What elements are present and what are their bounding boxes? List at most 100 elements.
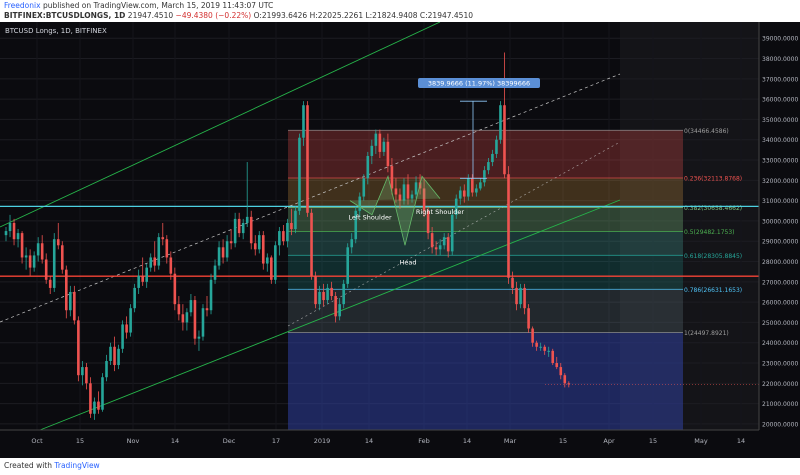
candle-body bbox=[430, 233, 434, 248]
candle-body bbox=[40, 243, 44, 260]
x-tick-label: Oct bbox=[31, 437, 43, 445]
candle-body bbox=[270, 257, 273, 280]
candle-body bbox=[4, 231, 8, 236]
candle-body bbox=[467, 178, 470, 197]
chart-title: BTCUSD Longs, 1D, BITFINEX bbox=[5, 27, 107, 35]
candles bbox=[4, 52, 571, 420]
candle-body bbox=[322, 291, 325, 301]
candle-body bbox=[221, 247, 225, 258]
price-chart[interactable]: 0(34466.4586) 0.236(32113.8768) 0.382(3065… bbox=[0, 21, 800, 458]
candle-body bbox=[523, 287, 526, 309]
candle-body bbox=[286, 222, 289, 242]
chart-panel[interactable]: 0(34466.4586) 0.236(32113.8768) 0.382(3065… bbox=[0, 21, 800, 458]
candle-body bbox=[422, 188, 426, 211]
candle-body bbox=[563, 375, 567, 384]
candle-body bbox=[189, 300, 193, 313]
candle-body bbox=[402, 184, 406, 201]
candle-body bbox=[52, 239, 56, 288]
x-tick-label: Dec bbox=[223, 437, 236, 445]
candle-body bbox=[73, 291, 76, 321]
candle-body bbox=[511, 277, 514, 288]
y-tick-label: 29000.0000 bbox=[762, 239, 798, 246]
annotations: 3839.9666 (11.97%) 38399666 Left Shoulder… bbox=[348, 78, 540, 267]
candle-body bbox=[378, 133, 382, 152]
candle-body bbox=[302, 105, 305, 138]
candle-body bbox=[117, 348, 120, 366]
x-tick-label: 14 bbox=[463, 437, 471, 445]
channel-lower-line bbox=[39, 199, 621, 431]
candle-body bbox=[185, 312, 189, 323]
candle-body bbox=[483, 170, 486, 183]
x-tick-label: Apr bbox=[603, 437, 615, 445]
candle-body bbox=[113, 346, 116, 366]
x-tick-label: 15 bbox=[559, 437, 567, 445]
candle-body bbox=[12, 222, 16, 240]
candle-body bbox=[495, 139, 498, 154]
candle-body bbox=[28, 255, 32, 268]
candle-body bbox=[326, 287, 329, 301]
candle-body bbox=[169, 257, 173, 274]
candle-body bbox=[141, 275, 144, 282]
fib-level-label: 0.236(32113.8768) bbox=[684, 176, 742, 183]
candle-body bbox=[394, 188, 398, 195]
candle-body bbox=[278, 231, 281, 246]
fib-level-label: 0.618(28305.8845) bbox=[684, 253, 742, 260]
candle-body bbox=[406, 184, 410, 199]
y-tick-label: 37000.0000 bbox=[762, 76, 798, 83]
candle-body bbox=[434, 247, 438, 250]
candle-body bbox=[241, 222, 245, 234]
channel-upper-line bbox=[0, 21, 441, 228]
candle-body bbox=[346, 247, 349, 284]
price-axis[interactable] bbox=[759, 22, 800, 458]
candle-body bbox=[181, 314, 185, 323]
y-tick-label: 27000.0000 bbox=[762, 279, 798, 286]
candle-body bbox=[410, 194, 414, 199]
ohlc-values: O:21993.6426 H:22025.2261 L:21824.9408 C… bbox=[253, 11, 473, 20]
y-tick-label: 38000.0000 bbox=[762, 56, 798, 63]
candle-body bbox=[446, 237, 450, 252]
candle-body bbox=[515, 287, 518, 305]
x-tick-label: 2019 bbox=[314, 437, 331, 445]
x-tick-label: Feb bbox=[418, 437, 430, 445]
candle-body bbox=[229, 241, 233, 244]
candle-body bbox=[310, 212, 313, 276]
author-link[interactable]: Freedonix bbox=[4, 1, 41, 10]
fib-zone bbox=[288, 207, 683, 232]
candle-body bbox=[245, 216, 249, 223]
candle-body bbox=[60, 245, 64, 270]
candle-body bbox=[531, 328, 534, 343]
pattern-label: Head bbox=[400, 259, 417, 267]
x-tick-label: 14 bbox=[365, 437, 373, 445]
candle-body bbox=[93, 401, 96, 414]
candle-body bbox=[450, 214, 454, 252]
x-tick-label: Mar bbox=[504, 437, 517, 445]
y-tick-label: 30000.0000 bbox=[762, 218, 798, 225]
candle-body bbox=[318, 291, 321, 305]
candle-body bbox=[366, 155, 370, 179]
y-tick-label: 39000.0000 bbox=[762, 36, 798, 43]
fib-zone bbox=[288, 130, 683, 179]
candle-body bbox=[121, 324, 124, 349]
candle-body bbox=[491, 153, 494, 163]
candle-body bbox=[65, 269, 68, 311]
candle-body bbox=[354, 210, 358, 240]
candle-body bbox=[535, 342, 538, 347]
x-tick-label: 17 bbox=[272, 437, 280, 445]
candle-body bbox=[32, 255, 36, 268]
fib-retracement: 0(34466.4586) 0.236(32113.8768) 0.382(3065… bbox=[288, 128, 742, 430]
candle-body bbox=[193, 300, 197, 339]
y-tick-label: 26000.0000 bbox=[762, 300, 798, 307]
candle-body bbox=[382, 141, 386, 152]
candle-body bbox=[56, 239, 60, 246]
candle-body bbox=[266, 257, 269, 264]
candle-body bbox=[133, 287, 136, 309]
price-change: −49.4380 (−0.22%) bbox=[175, 11, 252, 20]
candle-body bbox=[48, 279, 52, 288]
candle-body bbox=[503, 105, 506, 175]
tradingview-logo[interactable]: TradingView bbox=[54, 461, 100, 470]
candle-body bbox=[157, 237, 161, 266]
candle-body bbox=[125, 324, 128, 333]
y-tick-label: 25000.0000 bbox=[762, 320, 798, 327]
price-axis-labels: 39000.0000 38000.0000 37000.0000 36000.0000… bbox=[762, 36, 798, 429]
y-tick-label: 36000.0000 bbox=[762, 97, 798, 104]
